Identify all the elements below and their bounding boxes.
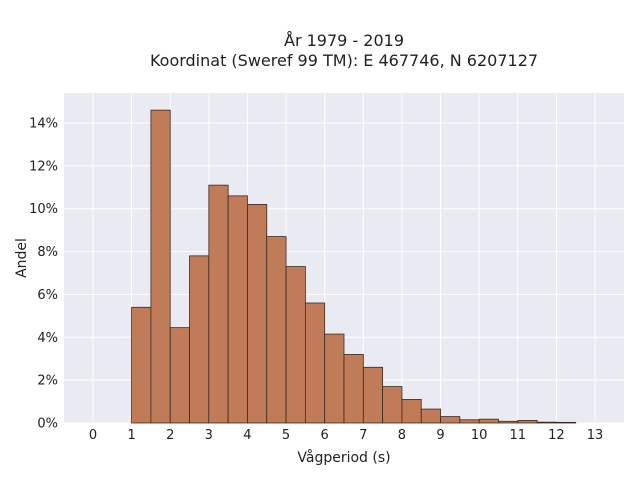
x-tick-label: 11 <box>510 428 527 443</box>
histogram-bar <box>382 386 403 424</box>
histogram-bar <box>420 408 441 424</box>
y-tick-label: 6% <box>37 288 58 303</box>
y-tick-label: 2% <box>37 374 58 389</box>
x-tick-label: 10 <box>471 428 488 443</box>
histogram-bar <box>169 327 190 424</box>
histogram-bar <box>343 354 364 424</box>
x-tick-label: 4 <box>243 428 251 443</box>
x-tick-label: 8 <box>398 428 406 443</box>
x-tick-label: 12 <box>548 428 565 443</box>
histogram-bar <box>536 421 557 424</box>
histogram-bar <box>247 204 268 424</box>
x-axis-ticks: 0 1 2 3 4 5 6 7 8 9 10 11 12 13 <box>89 428 603 443</box>
x-tick-label: 1 <box>127 428 135 443</box>
histogram-bar <box>304 302 326 424</box>
x-tick-label: 5 <box>282 428 290 443</box>
y-tick-label: 8% <box>37 245 58 260</box>
y-tick-label: 12% <box>29 159 58 174</box>
histogram-bar <box>208 184 229 424</box>
x-axis-label: Vågperiod (s) <box>297 449 390 466</box>
y-tick-label: 0% <box>37 417 58 432</box>
x-tick-label: 7 <box>359 428 367 443</box>
x-tick-label: 13 <box>587 428 604 443</box>
x-tick-label: 2 <box>166 428 174 443</box>
histogram-bar <box>517 420 538 424</box>
x-tick-label: 9 <box>436 428 444 443</box>
chart-title-line-2: Koordinat (Sweref 99 TM): E 467746, N 62… <box>150 51 538 70</box>
histogram-bar <box>150 109 171 424</box>
histogram-bar <box>266 236 287 424</box>
histogram-bar <box>440 416 461 424</box>
x-tick-label: 3 <box>205 428 213 443</box>
histogram-bar <box>478 418 499 424</box>
x-tick-label: 6 <box>321 428 329 443</box>
histogram-bar <box>227 195 248 424</box>
histogram-bar <box>189 255 210 424</box>
histogram-bar <box>324 333 345 424</box>
histogram-bar <box>131 306 152 424</box>
y-tick-label: 10% <box>29 202 58 217</box>
x-tick-label: 0 <box>89 428 97 443</box>
histogram-bar <box>498 420 519 424</box>
histogram-bar <box>362 366 384 424</box>
y-tick-label: 4% <box>37 331 58 346</box>
bars <box>131 109 577 424</box>
histogram-bar <box>556 421 577 424</box>
histogram-bar <box>459 419 480 424</box>
histogram-bar <box>285 266 306 424</box>
y-axis-label: Andel <box>14 238 30 278</box>
y-tick-label: 14% <box>29 117 58 132</box>
chart-title-line-1: År 1979 - 2019 <box>284 31 404 50</box>
histogram-bar <box>401 399 422 424</box>
y-axis-ticks: 0% 2% 4% 6% 8% 10% 12% 14% <box>29 117 58 432</box>
